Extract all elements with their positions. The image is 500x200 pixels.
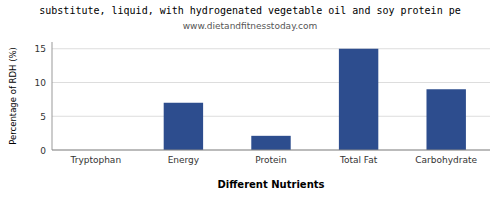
bar: [426, 89, 465, 150]
bar: [339, 49, 378, 150]
y-tick-label: 5: [40, 112, 46, 122]
bar: [251, 136, 290, 150]
bar: [164, 103, 203, 150]
chart-svg: substitute, liquid, with hydrogenated ve…: [0, 0, 500, 200]
x-tick-label: Carbohydrate: [415, 155, 477, 165]
x-tick-label: Tryptophan: [70, 155, 122, 165]
x-tick-label: Protein: [255, 155, 287, 165]
y-axis-label: Percentage of RDH (%): [8, 47, 18, 145]
grid-line: [52, 48, 490, 49]
title: substitute, liquid, with hydrogenated ve…: [39, 5, 460, 16]
grid-line: [52, 116, 490, 117]
bars: [164, 49, 466, 150]
y-tick-label: 15: [35, 44, 46, 54]
y-tick-label: 10: [35, 78, 47, 88]
y-tick-label: 0: [40, 146, 46, 156]
x-tick-label: Total Fat: [339, 155, 378, 165]
x-axis-line: [52, 150, 490, 151]
y-axis-line: [52, 42, 53, 150]
y-grid: [52, 49, 490, 150]
grid-line: [52, 82, 490, 83]
x-axis-label: Different Nutrients: [218, 179, 325, 190]
grid-line: [52, 150, 490, 151]
chart-container: substitute, liquid, with hydrogenated ve…: [0, 0, 500, 200]
subtitle: www.dietandfitnesstoday.com: [183, 21, 318, 31]
x-tick-label: Energy: [168, 155, 200, 165]
